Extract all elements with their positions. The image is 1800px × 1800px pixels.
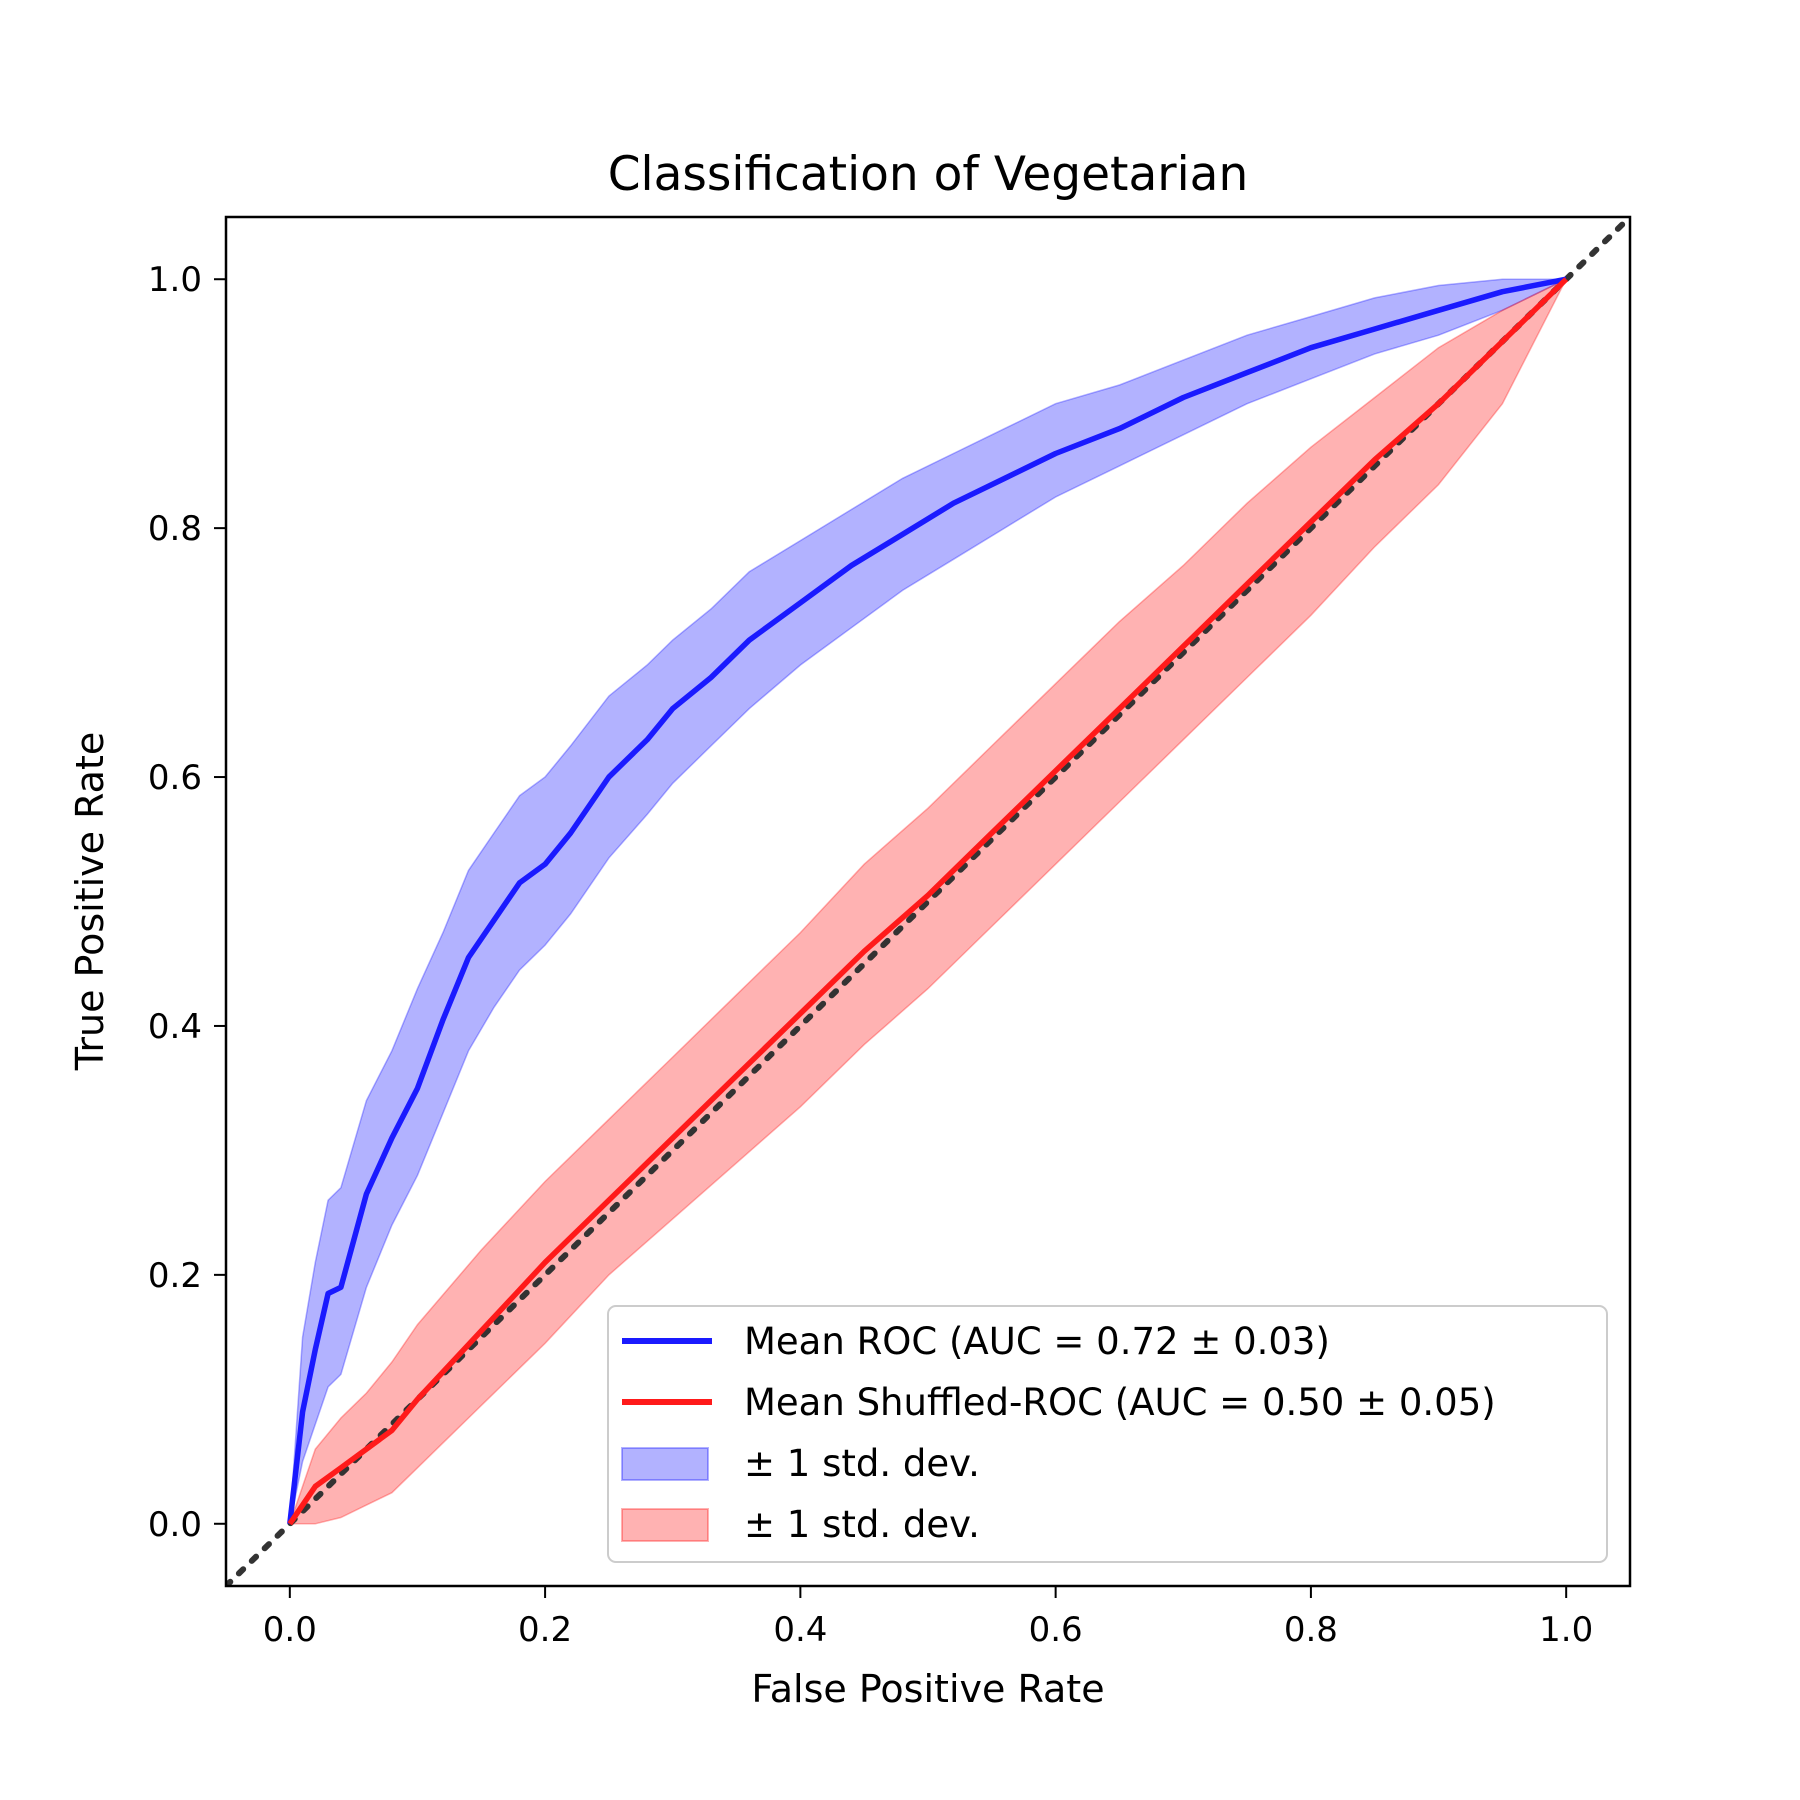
legend-box — [607, 1305, 1608, 1563]
plot-frame — [224, 215, 1632, 1588]
y-tick-label-0-0: 0.0 — [148, 1505, 202, 1545]
y-tick-label-0-6: 0.6 — [148, 758, 202, 798]
x-axis: 0.0 0.2 0.4 0.6 0.8 1.0 — [263, 1586, 1593, 1650]
x-tick-label-0-0: 0.0 — [263, 1610, 317, 1650]
x-tick-label-0-4: 0.4 — [773, 1610, 827, 1650]
line-mean-shuffled-roc — [287, 277, 1569, 1526]
x-tick-label-0-6: 0.6 — [1029, 1610, 1083, 1650]
x-axis-label: False Positive Rate — [751, 1667, 1104, 1711]
line-mean-roc — [287, 276, 1567, 1525]
legend: Mean ROC (AUC = 0.72 ± 0.03) Mean Shuffl… — [607, 1305, 1608, 1563]
legend-swatch-blue-band — [621, 1447, 709, 1481]
y-tick-label-0-4: 0.4 — [148, 1007, 202, 1047]
legend-swatch-red-band — [621, 1508, 709, 1542]
x-tick-label-0-8: 0.8 — [1284, 1610, 1338, 1650]
y-tick-label-1-0: 1.0 — [148, 260, 202, 300]
y-axis: 0.0 0.2 0.4 0.6 0.8 1.0 — [148, 260, 226, 1545]
legend-label-red-band: ± 1 std. dev. — [744, 1503, 980, 1546]
chance-diagonal-line — [226, 217, 1630, 1586]
x-tick-label-1-0: 1.0 — [1539, 1610, 1593, 1650]
plot-area — [226, 217, 1630, 1586]
legend-label-mean-roc: Mean ROC (AUC = 0.72 ± 0.03) — [744, 1320, 1330, 1363]
y-tick-label-0-8: 0.8 — [148, 509, 202, 549]
legend-label-mean-shuffled-roc: Mean Shuffled-ROC (AUC = 0.50 ± 0.05) — [744, 1381, 1496, 1424]
y-axis-label: True Positive Rate — [68, 732, 112, 1072]
roc-lines — [226, 217, 1630, 1586]
legend-label-blue-band: ± 1 std. dev. — [744, 1442, 980, 1485]
chart-title: Classification of Vegetarian — [608, 147, 1249, 202]
y-tick-label-0-2: 0.2 — [148, 1256, 202, 1296]
x-tick-label-0-2: 0.2 — [518, 1610, 572, 1650]
